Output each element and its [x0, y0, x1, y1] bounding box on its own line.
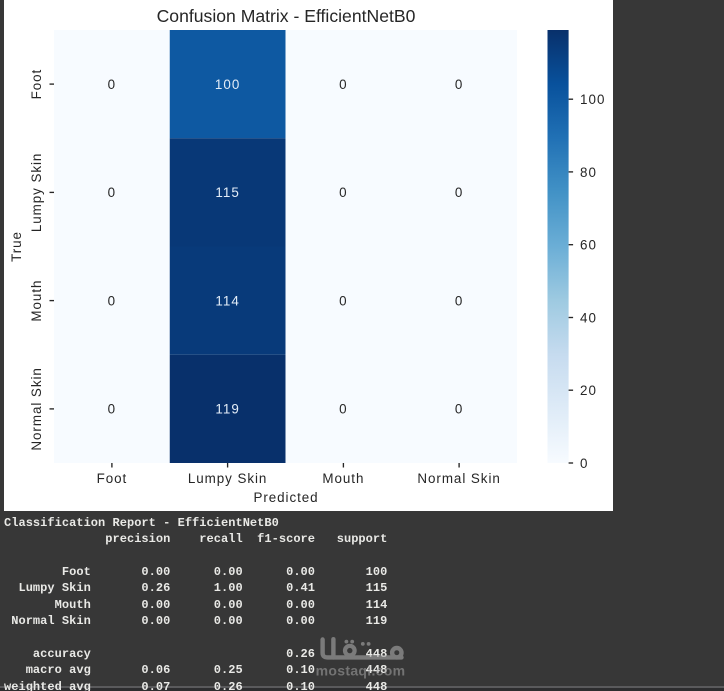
svg-text:Predicted: Predicted	[253, 490, 318, 505]
svg-text:0: 0	[108, 402, 117, 417]
svg-text:0: 0	[580, 456, 589, 471]
svg-text:Lumpy Skin: Lumpy Skin	[188, 471, 267, 486]
svg-text:60: 60	[580, 238, 597, 253]
svg-text:0: 0	[339, 77, 348, 92]
svg-text:Mouth: Mouth	[322, 471, 364, 486]
svg-text:100: 100	[580, 92, 606, 107]
svg-text:0: 0	[108, 293, 117, 308]
svg-text:119: 119	[215, 402, 240, 417]
svg-text:Confusion Matrix - EfficientNe: Confusion Matrix - EfficientNetB0	[157, 6, 416, 26]
svg-text:Foot: Foot	[97, 471, 128, 486]
svg-text:100: 100	[215, 77, 241, 92]
svg-text:0: 0	[455, 77, 464, 92]
svg-text:Normal Skin: Normal Skin	[29, 367, 44, 450]
svg-text:Normal Skin: Normal Skin	[417, 471, 500, 486]
svg-text:0: 0	[339, 293, 348, 308]
svg-text:0: 0	[455, 185, 464, 200]
svg-text:True: True	[9, 231, 24, 262]
svg-text:20: 20	[580, 383, 597, 398]
svg-text:Lumpy Skin: Lumpy Skin	[29, 153, 44, 232]
svg-text:40: 40	[580, 310, 597, 325]
svg-text:0: 0	[455, 402, 464, 417]
svg-text:Mouth: Mouth	[29, 280, 44, 322]
svg-text:0: 0	[455, 293, 464, 308]
svg-text:0: 0	[108, 185, 117, 200]
svg-text:80: 80	[580, 165, 597, 180]
svg-text:115: 115	[215, 185, 240, 200]
svg-text:Foot: Foot	[29, 69, 44, 100]
svg-text:0: 0	[339, 402, 348, 417]
svg-text:0: 0	[339, 185, 348, 200]
svg-text:114: 114	[215, 293, 240, 308]
svg-text:0: 0	[108, 77, 117, 92]
